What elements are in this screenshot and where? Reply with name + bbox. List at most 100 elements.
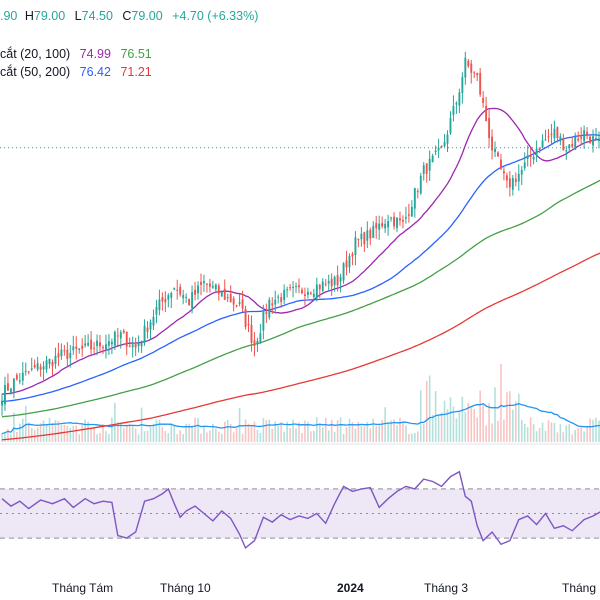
candle [324, 279, 327, 287]
volume-bar [149, 426, 152, 442]
volume-bar [128, 424, 131, 442]
candle [357, 238, 360, 248]
candle [143, 319, 146, 346]
candle [42, 361, 45, 380]
volume-bar [244, 419, 247, 442]
volume-bar [114, 402, 116, 442]
ma-200-line [1, 252, 600, 441]
volume-bar [194, 417, 196, 442]
ma-legend-2-value-1: 76.42 [79, 65, 111, 79]
volume-bar [265, 420, 268, 442]
volume-bar [179, 430, 181, 442]
candle [280, 292, 283, 308]
candle [565, 145, 568, 160]
volume-bar [108, 433, 110, 442]
candle [105, 334, 107, 359]
candle [523, 152, 526, 171]
candle [21, 361, 24, 386]
candle [568, 143, 571, 153]
candle [185, 293, 188, 303]
volume-bar [327, 430, 330, 442]
volume-bar [565, 425, 568, 442]
volume-bar [571, 434, 574, 442]
volume-bar [449, 397, 452, 442]
volume-bar [155, 419, 158, 442]
candle [289, 283, 292, 291]
candle [235, 304, 238, 308]
volume-bar [378, 425, 380, 442]
volume-bar [485, 425, 487, 442]
volume-bar [307, 421, 309, 442]
candle [461, 72, 464, 104]
volume-bar [366, 421, 369, 442]
volume-bar [63, 424, 66, 442]
volume-bar [7, 428, 9, 442]
volume-bar [541, 422, 544, 442]
candle [375, 215, 378, 239]
volume-bar [488, 403, 490, 442]
volume-bar [13, 412, 15, 442]
volume-bar [60, 425, 63, 442]
candle [553, 120, 556, 143]
ma-legend-2-value-2: 71.21 [120, 65, 152, 79]
volume-bar [532, 424, 535, 442]
volume-bar [164, 431, 167, 442]
candle [217, 283, 220, 301]
volume-bar [503, 419, 505, 442]
candle [547, 129, 550, 143]
candle [116, 328, 119, 346]
candle [128, 337, 131, 348]
candle [39, 363, 42, 377]
candle [200, 273, 202, 296]
candle [410, 200, 413, 218]
candle [351, 251, 354, 266]
candle [81, 338, 84, 357]
volume-bar [42, 420, 45, 442]
candle [211, 280, 214, 289]
volume-bar [69, 427, 72, 442]
candle [494, 141, 496, 158]
candle [113, 330, 116, 351]
candle [27, 370, 30, 375]
candle [315, 277, 318, 302]
candle [301, 287, 303, 295]
candle [131, 336, 134, 358]
volume-bar [476, 417, 478, 442]
candle [6, 373, 9, 392]
candle [69, 345, 72, 368]
candle [443, 133, 446, 148]
volume-bar [562, 432, 565, 442]
candle [15, 372, 18, 381]
candle [214, 283, 217, 294]
candle [538, 147, 541, 153]
volume-bar [304, 420, 306, 442]
volume-bar [57, 421, 60, 442]
volume-bar [464, 412, 467, 442]
candle [99, 334, 101, 351]
volume-bar [455, 418, 458, 442]
candle [476, 72, 479, 82]
volume-bar [235, 428, 238, 442]
volume-bar [408, 434, 410, 442]
candle [33, 359, 36, 369]
volume-bar [497, 420, 499, 442]
volume-bar [577, 428, 579, 442]
volume-bar [452, 406, 455, 442]
candle [60, 343, 63, 360]
candle [137, 335, 140, 353]
candle [589, 134, 592, 144]
candle [96, 334, 98, 356]
candle [455, 101, 458, 114]
candle [393, 212, 395, 230]
candle [30, 357, 33, 372]
candle [336, 265, 339, 292]
volume-bar [553, 422, 556, 442]
volume-bar [200, 433, 202, 442]
candle [93, 342, 96, 354]
candle [205, 283, 208, 293]
candle [505, 172, 508, 189]
candle [223, 279, 226, 301]
candle [327, 274, 330, 292]
volume-bar [120, 423, 122, 442]
